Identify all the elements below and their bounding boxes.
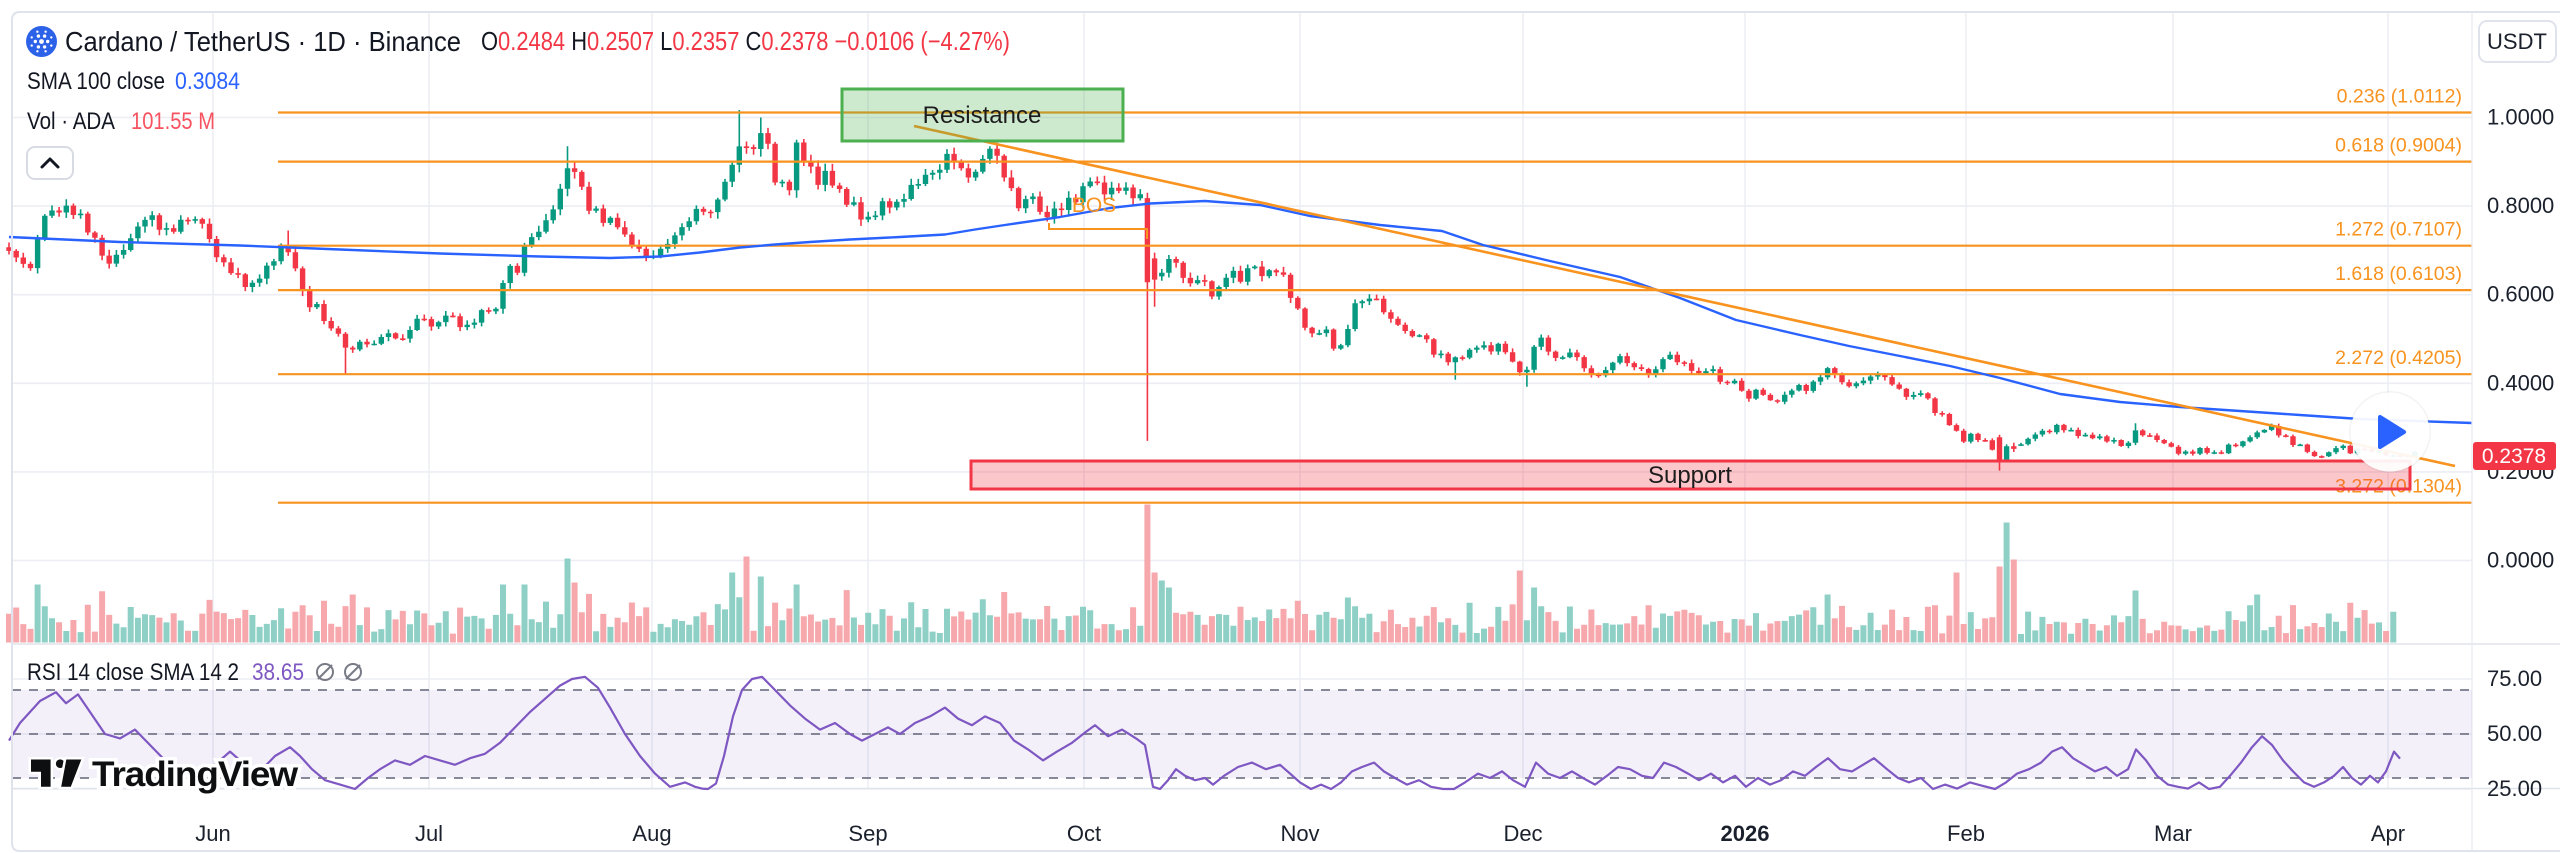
svg-text:Vol · ADA: Vol · ADA	[27, 108, 115, 135]
svg-text:O0.2484 H0.2507 L0.2357 C0.237: O0.2484 H0.2507 L0.2357 C0.2378 −0.0106 …	[481, 26, 1010, 56]
svg-text:Sep: Sep	[848, 821, 887, 846]
svg-text:Mar: Mar	[2154, 821, 2192, 846]
svg-text:BOS: BOS	[1072, 194, 1116, 217]
svg-text:Resistance: Resistance	[923, 102, 1042, 129]
svg-text:Cardano / TetherUS · 1D · Bina: Cardano / TetherUS · 1D · Binance	[65, 26, 461, 57]
svg-text:Aug: Aug	[632, 821, 671, 846]
svg-text:1.0000: 1.0000	[2487, 105, 2554, 130]
svg-text:Jun: Jun	[195, 821, 230, 846]
svg-text:USDT: USDT	[2487, 29, 2547, 54]
svg-text:Dec: Dec	[1503, 821, 1542, 846]
svg-text:1.618 (0.6103): 1.618 (0.6103)	[2335, 263, 2462, 285]
svg-text:0.4000: 0.4000	[2487, 370, 2554, 395]
svg-text:2.272 (0.4205): 2.272 (0.4205)	[2335, 347, 2462, 369]
svg-text:0.6000: 0.6000	[2487, 282, 2554, 307]
svg-text:3.272 (0.1304): 3.272 (0.1304)	[2335, 476, 2462, 498]
svg-text:Nov: Nov	[1280, 821, 1319, 846]
svg-text:0.236 (1.0112): 0.236 (1.0112)	[2337, 86, 2462, 108]
svg-text:Oct: Oct	[1067, 821, 1101, 846]
svg-text:25.00: 25.00	[2487, 776, 2542, 801]
svg-text:Apr: Apr	[2371, 821, 2405, 846]
svg-text:0.618 (0.9004): 0.618 (0.9004)	[2335, 135, 2462, 157]
svg-text:50.00: 50.00	[2487, 721, 2542, 746]
svg-text:Feb: Feb	[1947, 821, 1985, 846]
svg-text:0.0000: 0.0000	[2487, 548, 2554, 573]
svg-text:Support: Support	[1648, 462, 1732, 489]
svg-text:Jul: Jul	[415, 821, 443, 846]
svg-text:75.00: 75.00	[2487, 666, 2542, 691]
svg-text:2026: 2026	[1721, 821, 1770, 846]
svg-text:0.3084: 0.3084	[175, 68, 240, 95]
svg-text:RSI 14 close SMA 14 2: RSI 14 close SMA 14 2	[27, 659, 239, 686]
svg-text:0.2378: 0.2378	[2482, 445, 2546, 468]
svg-text:SMA 100 close: SMA 100 close	[27, 68, 165, 95]
svg-text:TradingView: TradingView	[92, 755, 299, 794]
svg-text:38.65: 38.65	[252, 659, 304, 686]
svg-text:0.8000: 0.8000	[2487, 193, 2554, 218]
svg-text:1.272 (0.7107): 1.272 (0.7107)	[2335, 219, 2462, 241]
svg-text:101.55 M: 101.55 M	[131, 108, 215, 135]
